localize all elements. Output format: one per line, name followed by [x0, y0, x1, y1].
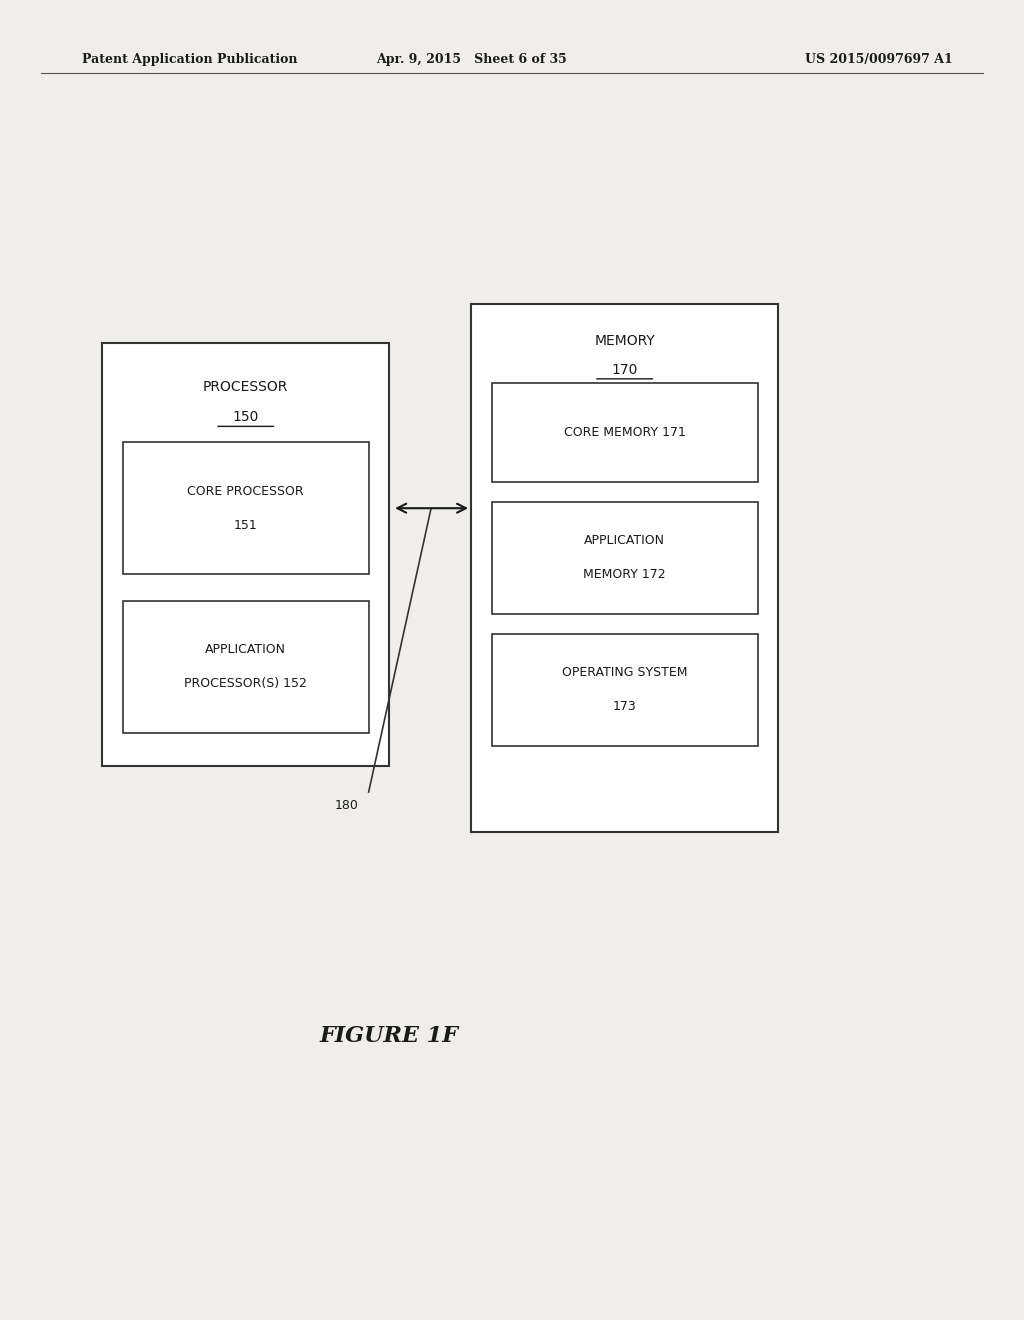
Text: 170: 170: [611, 363, 638, 376]
Text: 173: 173: [612, 701, 637, 713]
FancyBboxPatch shape: [471, 304, 778, 832]
Text: 180: 180: [335, 799, 358, 812]
FancyBboxPatch shape: [492, 502, 758, 614]
Text: 151: 151: [233, 519, 258, 532]
Text: CORE PROCESSOR: CORE PROCESSOR: [187, 484, 304, 498]
Text: Patent Application Publication: Patent Application Publication: [82, 53, 297, 66]
FancyBboxPatch shape: [102, 343, 389, 766]
FancyBboxPatch shape: [123, 442, 369, 574]
Text: MEMORY: MEMORY: [594, 334, 655, 347]
Text: MEMORY 172: MEMORY 172: [584, 569, 666, 581]
FancyBboxPatch shape: [492, 383, 758, 482]
Text: CORE MEMORY 171: CORE MEMORY 171: [563, 426, 686, 438]
Text: 150: 150: [232, 411, 259, 424]
Text: APPLICATION: APPLICATION: [205, 643, 287, 656]
FancyBboxPatch shape: [492, 634, 758, 746]
Text: FIGURE 1F: FIGURE 1F: [319, 1026, 459, 1047]
FancyBboxPatch shape: [123, 601, 369, 733]
Text: Apr. 9, 2015   Sheet 6 of 35: Apr. 9, 2015 Sheet 6 of 35: [376, 53, 566, 66]
Text: US 2015/0097697 A1: US 2015/0097697 A1: [805, 53, 952, 66]
Text: OPERATING SYSTEM: OPERATING SYSTEM: [562, 667, 687, 678]
Text: PROCESSOR: PROCESSOR: [203, 380, 289, 393]
Text: PROCESSOR(S) 152: PROCESSOR(S) 152: [184, 677, 307, 690]
Text: APPLICATION: APPLICATION: [584, 535, 666, 546]
